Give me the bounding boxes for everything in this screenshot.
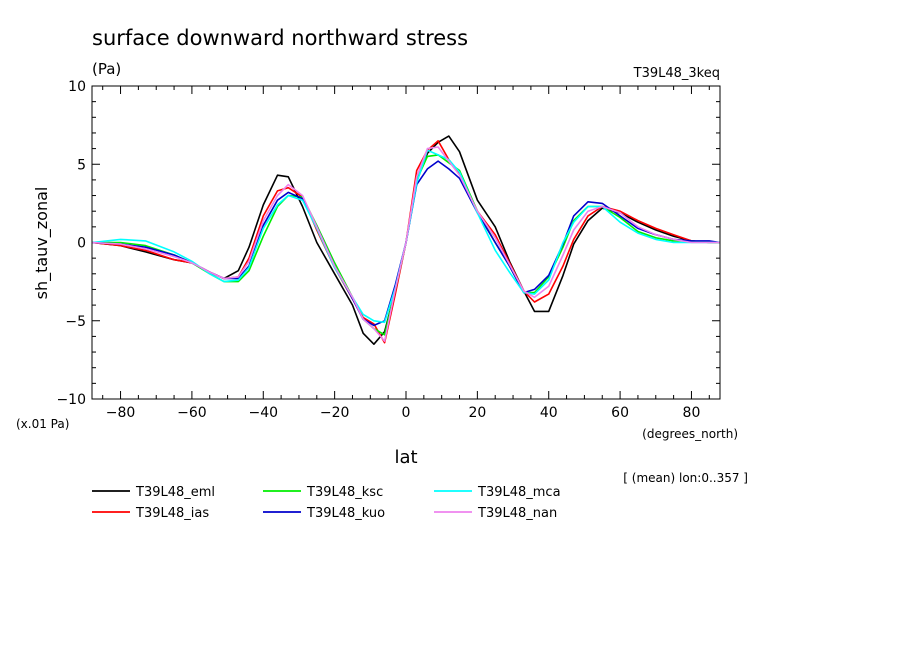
- y-tick-label: −5: [65, 314, 86, 330]
- y-scale-note: (x.01 Pa): [16, 417, 69, 431]
- y-tick-label: −10: [56, 392, 86, 408]
- x-tick-label: −80: [106, 405, 136, 421]
- legend-label: T39L48_eml: [135, 485, 215, 500]
- legend-label: T39L48_kuo: [306, 506, 385, 521]
- x-tick-label: 0: [402, 405, 411, 421]
- series-line-t39l48-mca: [91, 149, 720, 324]
- averaging-note: [ (mean) lon:0..357 ]: [623, 471, 748, 485]
- x-tick-label: −60: [177, 405, 207, 421]
- chart-units: (Pa): [92, 60, 121, 78]
- x-tick-label: 60: [611, 405, 629, 421]
- x-axis-label: lat: [394, 447, 417, 468]
- x-tick-label: −40: [248, 405, 278, 421]
- legend: T39L48_eml T39L48_ias T39L48_ksc T39L48_kuo…: [92, 485, 561, 521]
- legend-label: T39L48_nan: [477, 506, 557, 521]
- x-tick-label: −20: [320, 405, 350, 421]
- x-tick-label: 40: [540, 405, 558, 421]
- legend-label: T39L48_ksc: [306, 485, 383, 500]
- y-axis-label: sh_tauv_zonal: [32, 187, 52, 300]
- y-tick-label: 0: [77, 236, 86, 252]
- chart-title: surface downward northward stress: [92, 26, 468, 50]
- x-units: (degrees_north): [642, 427, 738, 441]
- series-lines: [91, 135, 721, 346]
- tick-labels: −80 −60 −40 −20 0 20 40 60 80 −10 −5 0 5 10: [56, 79, 700, 421]
- y-tick-label: 10: [68, 79, 86, 95]
- x-tick-label: 20: [468, 405, 486, 421]
- plot-frame: [91, 85, 721, 400]
- y-tick-label: 5: [77, 157, 86, 173]
- legend-label: T39L48_mca: [477, 485, 561, 500]
- series-line-t39l48-nan: [91, 146, 720, 342]
- legend-label: T39L48_ias: [135, 506, 209, 521]
- experiment-label: T39L48_3keq: [633, 66, 720, 81]
- x-tick-label: 80: [683, 405, 701, 421]
